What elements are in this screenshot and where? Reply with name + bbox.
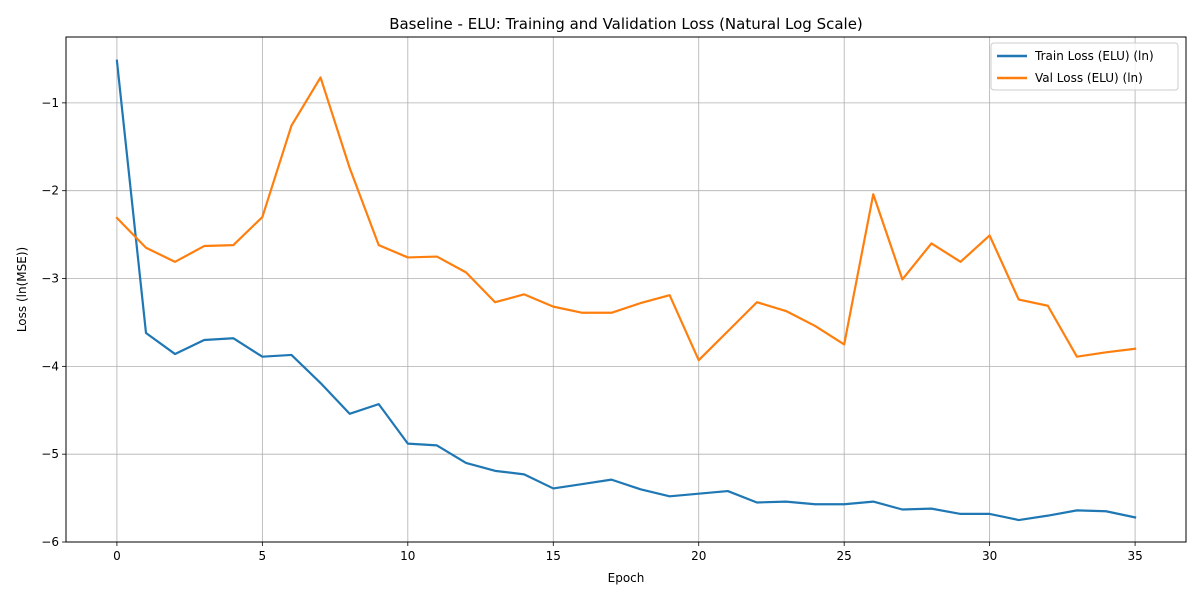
legend: Train Loss (ELU) (ln) Val Loss (ELU) (ln…	[990, 42, 1179, 91]
y-tick-label: −2	[41, 184, 59, 198]
series-lines	[115, 59, 1137, 522]
legend-label-val: Val Loss (ELU) (ln)	[1035, 71, 1143, 85]
x-axis-label: Epoch	[608, 571, 645, 585]
x-tick-label: 20	[691, 549, 706, 563]
x-tick-label: 15	[546, 549, 561, 563]
x-tick-label: 0	[113, 549, 121, 563]
x-tick-label: 35	[1127, 549, 1142, 563]
x-tick-label: 30	[982, 549, 997, 563]
y-tick-label: −1	[41, 96, 59, 110]
x-tick-label: 5	[259, 549, 267, 563]
y-axis-label: Loss (ln(MSE))	[15, 247, 29, 332]
plot-frame	[65, 36, 1187, 543]
y-tick-label: −3	[41, 272, 59, 286]
val-loss-line	[115, 76, 1137, 362]
y-tick-label: −6	[41, 535, 59, 549]
train-loss-line	[115, 59, 1137, 522]
legend-box	[990, 42, 1179, 91]
x-tick-label: 25	[837, 549, 852, 563]
axis-ticks: 0 5 10 15 20 25 30 35 −6 −5 −4 −3 −2 −1	[41, 96, 1142, 563]
y-tick-label: −5	[41, 447, 59, 461]
chart-title: Baseline - ELU: Training and Validation …	[389, 15, 863, 33]
y-tick-label: −4	[41, 359, 59, 373]
legend-label-train: Train Loss (ELU) (ln)	[1034, 49, 1154, 63]
x-tick-label: 10	[400, 549, 415, 563]
grid	[66, 37, 1186, 543]
